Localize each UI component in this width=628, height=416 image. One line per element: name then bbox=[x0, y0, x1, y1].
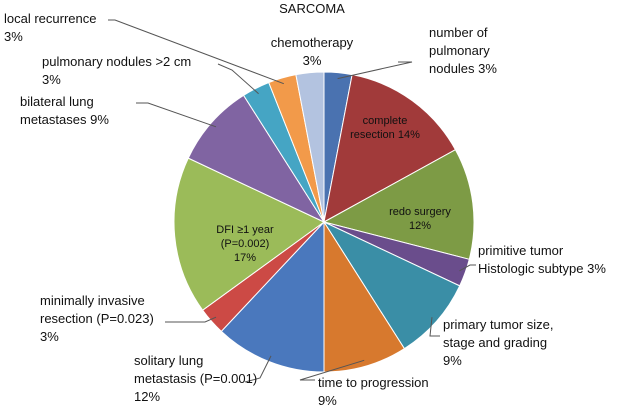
chart-title: SARCOMA bbox=[279, 1, 345, 16]
pie-slice bbox=[322, 220, 461, 350]
slice-label: minimally invasive resection (P=0.023) 3% bbox=[40, 293, 154, 344]
leader-line bbox=[459, 264, 476, 272]
leader-line bbox=[337, 61, 413, 80]
slice-label-line: Histologic subtype 3% bbox=[478, 261, 606, 276]
pie-slice bbox=[187, 94, 326, 224]
slice-label-line: 3% bbox=[42, 72, 61, 87]
slice-label-line: local recurrence bbox=[4, 11, 97, 26]
slice-label-line: number of bbox=[429, 25, 488, 40]
slice-labels: number of pulmonary nodules 3% complete rese… bbox=[4, 11, 606, 408]
pie-slices bbox=[173, 71, 475, 373]
slice-label: chemotherapy 3% bbox=[271, 35, 354, 68]
leader-line bbox=[136, 102, 217, 128]
slice-label-line: 3% bbox=[4, 29, 23, 44]
leader-line bbox=[165, 316, 217, 323]
slice-label-line: 12% bbox=[409, 220, 431, 232]
slice-label-line: DFI ≥1 year bbox=[216, 224, 274, 236]
leader-line bbox=[217, 63, 259, 95]
slice-label-line: (P=0.002) bbox=[221, 238, 270, 250]
slice-label-line: solitary lung bbox=[134, 353, 203, 368]
slice-label: number of pulmonary nodules 3% bbox=[429, 25, 497, 76]
leader-line bbox=[108, 19, 284, 85]
slice-label-line: pulmonary bbox=[429, 43, 490, 58]
leader-line bbox=[299, 359, 365, 381]
slice-label-line: complete bbox=[363, 115, 408, 127]
slice-label: bilateral lung metastases 9% bbox=[20, 94, 109, 127]
leader-lines bbox=[108, 19, 476, 383]
slice-label-line: 9% bbox=[443, 353, 462, 368]
slice-label-line: resection 14% bbox=[350, 129, 420, 141]
slice-label-line: chemotherapy bbox=[271, 35, 354, 50]
slice-label-line: pulmonary nodules >2 cm bbox=[42, 54, 191, 69]
leader-line bbox=[429, 317, 440, 337]
pie-slice bbox=[323, 74, 457, 223]
pie-slice bbox=[295, 71, 325, 223]
slice-label: redo surgery 12% bbox=[389, 206, 451, 232]
slice-label: solitary lung metastasis (P=0.001) 12% bbox=[134, 353, 257, 404]
slice-label-line: stage and grading bbox=[443, 335, 547, 350]
slice-label: primary tumor size, stage and grading 9% bbox=[443, 317, 554, 368]
slice-label: time to progression 9% bbox=[318, 375, 429, 408]
slice-label-line: 9% bbox=[318, 393, 337, 408]
slice-label-line: 17% bbox=[234, 252, 256, 264]
slice-label-line: 12% bbox=[134, 389, 160, 404]
slice-label-line: resection (P=0.023) bbox=[40, 311, 154, 326]
pie-slice bbox=[173, 157, 325, 311]
slice-label-line: redo surgery bbox=[389, 206, 451, 218]
slice-label-line: primitive tumor bbox=[478, 243, 564, 258]
slice-label: pulmonary nodules >2 cm 3% bbox=[42, 54, 191, 87]
slice-label: complete resection 14% bbox=[350, 115, 420, 141]
slice-label: local recurrence 3% bbox=[4, 11, 97, 44]
pie-slice bbox=[322, 149, 475, 260]
leader-line bbox=[244, 355, 272, 383]
slice-label-line: bilateral lung bbox=[20, 94, 94, 109]
slice-label-line: time to progression bbox=[318, 375, 429, 390]
slice-label-line: primary tumor size, bbox=[443, 317, 554, 332]
slice-label: DFI ≥1 year (P=0.002) 17% bbox=[216, 224, 274, 264]
slice-label-line: metastasis (P=0.001) bbox=[134, 371, 257, 386]
slice-label-line: minimally invasive bbox=[40, 293, 145, 308]
slice-label: primitive tumor Histologic subtype 3% bbox=[478, 243, 606, 276]
slice-label-line: 3% bbox=[40, 329, 59, 344]
slice-label-line: nodules 3% bbox=[429, 61, 497, 76]
slice-label-line: 3% bbox=[303, 53, 322, 68]
slice-label-line: metastases 9% bbox=[20, 112, 109, 127]
